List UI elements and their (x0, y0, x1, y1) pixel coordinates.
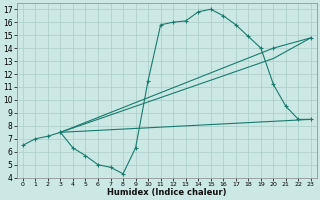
X-axis label: Humidex (Indice chaleur): Humidex (Indice chaleur) (107, 188, 227, 197)
